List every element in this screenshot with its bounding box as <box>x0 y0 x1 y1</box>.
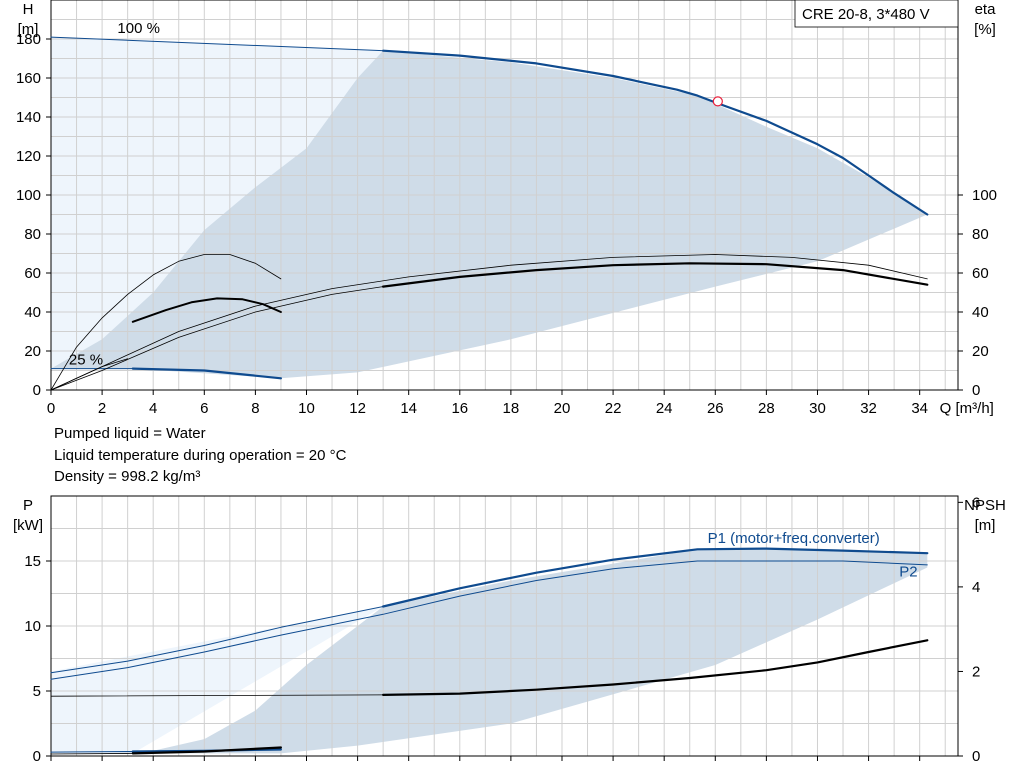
y-tick-label-left: 40 <box>24 304 41 321</box>
series-npsh-25-operating <box>131 746 282 755</box>
x-axis-title: Q [m³/h] <box>940 400 994 417</box>
x-tick-label: 2 <box>98 400 106 417</box>
x-tick-label: 4 <box>149 400 157 417</box>
info-liquid-temperature: Liquid temperature during operation = 20… <box>54 447 347 464</box>
y-axis-title-left: H <box>23 1 34 18</box>
y-tick-label-left: 80 <box>24 226 41 243</box>
chart-title-box <box>794 0 959 28</box>
series-eta-100-operating <box>382 262 929 288</box>
y-axis-unit-right: [m] <box>975 517 996 534</box>
y-tick-label-left: 100 <box>16 187 41 204</box>
x-tick-label: 24 <box>656 400 673 417</box>
chart-title: CRE 20-8, 3*480 V <box>802 6 930 23</box>
y-tick-label-right: 20 <box>972 343 989 360</box>
y-tick-label-left: 180 <box>16 31 41 48</box>
y-tick-label-left: 0 <box>33 748 41 765</box>
x-tick-label: 12 <box>349 400 366 417</box>
series-npsh-operating <box>382 639 929 697</box>
grid <box>51 0 958 390</box>
y-tick-label-left: 20 <box>24 343 41 360</box>
x-tick-label: 14 <box>400 400 417 417</box>
y-tick-label-left: 60 <box>24 265 41 282</box>
light-region <box>51 606 384 754</box>
x-tick-label: 26 <box>707 400 724 417</box>
x-tick-label: 0 <box>47 400 55 417</box>
y-tick-label-right: 6 <box>972 494 980 511</box>
y-tick-label-left: 15 <box>24 553 41 570</box>
speed-label: 100 % <box>117 20 160 37</box>
x-tick-label: 34 <box>911 400 928 417</box>
y-tick-label-right: 2 <box>972 663 980 680</box>
y-axis-title-left: P <box>23 497 33 514</box>
y-tick-label-right: 0 <box>972 748 980 765</box>
series-eta-100-upper-thin <box>50 254 928 391</box>
speed-label: 25 % <box>69 352 103 369</box>
x-tick-label: 22 <box>605 400 622 417</box>
y-tick-label-right: 0 <box>972 382 980 399</box>
x-tick-label: 6 <box>200 400 208 417</box>
x-tick-label: 30 <box>809 400 826 417</box>
info-pumped-liquid: Pumped liquid = Water <box>54 425 206 442</box>
series-head-100-thin <box>50 36 384 52</box>
y-tick-label-left: 160 <box>16 70 41 87</box>
series-eta-25-thin <box>50 254 282 391</box>
y-tick-label-left: 120 <box>16 148 41 165</box>
y-tick-label-left: 5 <box>33 683 41 700</box>
y-axis-title-right: eta <box>975 1 997 18</box>
y-tick-label-left: 0 <box>33 382 41 399</box>
x-tick-label: 18 <box>503 400 520 417</box>
duty-point-marker <box>712 96 723 107</box>
series-label: P1 (motor+freq.converter) <box>708 530 880 547</box>
y-axis-unit-right: [%] <box>974 21 996 38</box>
chart-panel-head-efficiency: 020406080100120140160180020406080100H[m]… <box>16 0 997 417</box>
y-tick-label-left: 140 <box>16 109 41 126</box>
y-tick-label-right: 100 <box>972 187 997 204</box>
y-axis-unit-left: [m] <box>18 21 39 38</box>
series-npsh-thin <box>50 694 384 697</box>
x-tick-label: 16 <box>451 400 468 417</box>
chart-panel-power-npsh: 0 5 10 15 0 2 4 6 P [kW] NPSH [m] P1 (motor+freq.con… <box>13 494 1006 765</box>
x-tick-label: 20 <box>554 400 571 417</box>
series-p-25-thin <box>50 751 134 753</box>
y-tick-label-right: 80 <box>972 226 989 243</box>
series-p2-100 <box>50 560 928 680</box>
series-p1-100-thin <box>50 606 384 674</box>
x-tick-label: 8 <box>251 400 259 417</box>
y-tick-label-right: 40 <box>972 304 989 321</box>
y-axis-title-right: NPSH <box>964 497 1006 514</box>
y-tick-label-right: 60 <box>972 265 989 282</box>
x-tick-label: 10 <box>298 400 315 417</box>
x-tick-label: 28 <box>758 400 775 417</box>
grid <box>51 496 958 756</box>
series-p1-100-operating <box>382 547 929 608</box>
operating-region <box>51 549 928 754</box>
y-tick-label-left: 10 <box>24 618 41 635</box>
light-region <box>51 37 384 369</box>
y-tick-label-right: 4 <box>972 579 980 596</box>
info-density: Density = 998.2 kg/m³ <box>54 468 201 485</box>
series-eta-100-lower-thin <box>50 286 384 391</box>
y-axis-unit-left: [kW] <box>13 517 43 534</box>
series-label: P2 <box>899 564 917 581</box>
x-tick-label: 32 <box>860 400 877 417</box>
series-npsh-25-thin <box>50 753 134 755</box>
series-head-25-operating <box>131 367 282 380</box>
